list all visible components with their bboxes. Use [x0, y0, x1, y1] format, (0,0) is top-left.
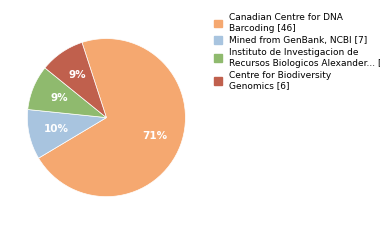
Text: 9%: 9% [68, 70, 86, 80]
Text: 71%: 71% [142, 131, 167, 141]
Wedge shape [27, 109, 106, 158]
Text: 9%: 9% [50, 93, 68, 103]
Wedge shape [28, 68, 106, 118]
Legend: Canadian Centre for DNA
Barcoding [46], Mined from GenBank, NCBI [7], Instituto : Canadian Centre for DNA Barcoding [46], … [214, 13, 380, 90]
Text: 10%: 10% [44, 124, 69, 134]
Wedge shape [45, 42, 106, 118]
Wedge shape [38, 39, 185, 197]
